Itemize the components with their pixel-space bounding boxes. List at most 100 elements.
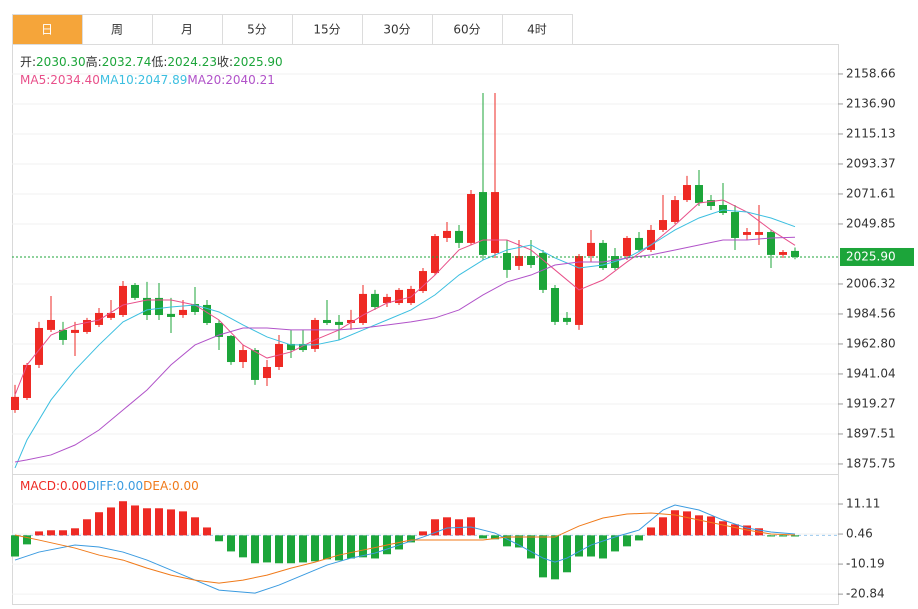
y-tick-label: -20.84 (846, 587, 885, 601)
macd-bar (227, 535, 235, 552)
candle-body (59, 329, 67, 340)
legend-name: MACD: (20, 479, 60, 493)
macd-bar (539, 535, 547, 578)
macd-bar (695, 515, 703, 536)
candle-body (659, 220, 667, 230)
macd-bar (95, 512, 103, 536)
candle-body (707, 200, 715, 206)
macd-bar (83, 519, 91, 536)
info-value: 2024.23 (167, 55, 217, 69)
candle-body (563, 317, 571, 322)
tab-label[interactable]: 月 (181, 23, 193, 37)
tab[interactable] (432, 14, 503, 45)
tab-label[interactable]: 5分 (247, 23, 267, 37)
tab-label[interactable]: 周 (111, 23, 123, 37)
y-tick-label: 1941.04 (846, 366, 896, 380)
legend-value: 2034.40 (50, 73, 100, 87)
tab-label[interactable]: 15分 (313, 23, 340, 37)
candle-body (419, 271, 427, 292)
macd-bar (359, 535, 367, 558)
macd-bar (35, 531, 43, 536)
y-tick-label: 1919.27 (846, 396, 896, 410)
macd-bar (419, 531, 427, 536)
tab[interactable] (152, 14, 223, 45)
candle-body (239, 350, 247, 363)
candle-body (35, 327, 43, 365)
candle-body (323, 319, 331, 324)
candle-body (779, 252, 787, 255)
candle-body (299, 343, 307, 351)
y-tick-label: 1984.56 (846, 306, 896, 320)
y-tick-label: 1962.80 (846, 336, 896, 350)
candle-body (83, 319, 91, 332)
candle-body (467, 193, 475, 243)
candle-body (251, 350, 259, 380)
candle-body (47, 319, 55, 330)
candle-body (611, 256, 619, 269)
y-tick-label: 2136.90 (846, 96, 896, 110)
legend-value: 0.00 (172, 479, 199, 493)
candle-body (383, 296, 391, 304)
macd-bar (251, 535, 259, 564)
macd-bar (683, 511, 691, 536)
candle-body (671, 200, 679, 222)
tab[interactable] (362, 14, 433, 45)
macd-bar (323, 535, 331, 560)
candle-body (683, 185, 691, 201)
candle-body (155, 297, 163, 316)
macd-bar (239, 535, 247, 558)
info-value: 2025.90 (233, 55, 283, 69)
macd-bar (647, 527, 655, 536)
macd-bar (479, 535, 487, 539)
candle-body (695, 185, 703, 203)
candle-body (623, 237, 631, 257)
macd-bar (707, 516, 715, 536)
macd-bar (491, 535, 499, 540)
y-tick-label: 1875.75 (846, 456, 896, 470)
tab-label[interactable]: 30分 (383, 23, 410, 37)
macd-bar (467, 517, 475, 536)
candle-body (359, 293, 367, 324)
macd-bar (143, 508, 151, 536)
candle-body (143, 297, 151, 316)
macd-bar (551, 535, 559, 580)
info-value: 2032.74 (102, 55, 152, 69)
macd-bar (767, 535, 775, 537)
tab[interactable] (12, 14, 83, 45)
candle-body (179, 309, 187, 316)
candle-body (287, 343, 295, 351)
candle-body (503, 252, 511, 270)
legend-name: DIFF: (87, 479, 117, 493)
candle-body (167, 313, 175, 317)
candle-body (443, 230, 451, 238)
macd-bar (179, 511, 187, 536)
macd-bar (59, 530, 67, 536)
candle-body (203, 304, 211, 324)
candle-body (107, 312, 115, 318)
tab[interactable] (222, 14, 293, 45)
last-price-label: 2025.90 (846, 249, 896, 263)
candle-body (755, 232, 763, 235)
macd-bar (791, 535, 799, 537)
macd-bar (671, 510, 679, 536)
macd-bar (335, 535, 343, 561)
legend-value: 2047.89 (138, 73, 188, 87)
candle-body (587, 242, 595, 257)
candle-body (11, 396, 19, 411)
tab-label[interactable]: 60分 (453, 23, 480, 37)
macd-bar (47, 530, 55, 536)
tab-label[interactable]: 日 (41, 23, 53, 37)
candle-body (395, 289, 403, 304)
y-tick-label: 2071.61 (846, 186, 896, 200)
legend-value: 0.00 (116, 479, 143, 493)
indicator-line (14, 199, 796, 396)
tab-label[interactable]: 4时 (527, 23, 547, 37)
y-tick-label: 1897.51 (846, 426, 896, 440)
macd-bar (779, 535, 787, 537)
candle-body (371, 293, 379, 308)
candle-body (731, 212, 739, 238)
legend-name: DEA: (143, 479, 172, 493)
tab[interactable] (502, 14, 573, 45)
candle-body (263, 366, 271, 379)
candle-body (635, 237, 643, 250)
